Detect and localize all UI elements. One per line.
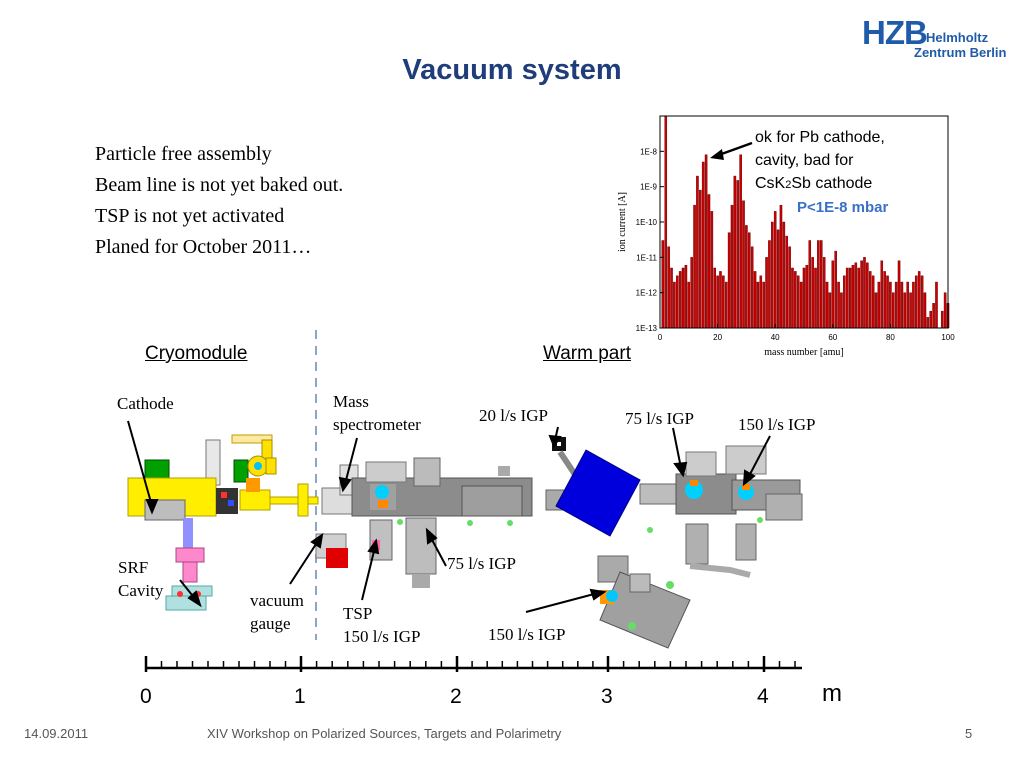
logo-line1: Helmholtz <box>926 30 989 45</box>
chart-x-tick-label: 0 <box>658 333 663 342</box>
ruler-label: 0 <box>140 685 152 708</box>
ruler-label: 3 <box>601 685 613 708</box>
label-line: Cavity <box>118 581 164 600</box>
chart-x-tick-label: 60 <box>828 333 837 342</box>
footer-date: 14.09.2011 <box>24 726 89 741</box>
chart-annotation: ok for Pb cathode, cavity, bad for CsK2S… <box>755 126 885 197</box>
section-cryomodule: Cryomodule <box>145 343 248 364</box>
label-srf-cavity: SRF Cavity <box>118 556 163 602</box>
chart-x-tick-label: 20 <box>713 333 722 342</box>
note-line: Particle free assembly <box>95 143 272 165</box>
label-line: TSP <box>343 604 373 623</box>
page-title: Vacuum system <box>402 54 622 86</box>
chart-x-tick-label: 40 <box>771 333 780 342</box>
logo-line2: Zentrum Berlin <box>914 45 1007 60</box>
label-line: gauge <box>250 614 291 633</box>
chart-xlabel: mass number [amu] <box>764 347 843 358</box>
section-warm-part: Warm part <box>543 343 631 364</box>
label-line: 150 l/s IGP <box>343 627 421 646</box>
chart-arrow-head <box>710 149 724 160</box>
label-line: spectrometer <box>333 415 421 434</box>
status-notes: Particle free assembly Beam line is not … <box>95 139 343 263</box>
label-line: Mass <box>333 392 369 411</box>
chart-x-tick-label: 80 <box>886 333 895 342</box>
label-igp-75-bottom: 75 l/s IGP <box>447 554 516 573</box>
logo-mark: HZB <box>862 14 928 51</box>
note-line: Beam line is not yet baked out. <box>95 174 344 196</box>
label-tsp: TSP 150 l/s IGP <box>343 602 420 648</box>
chart-y-tick-label: 1E-12 <box>636 289 658 298</box>
footer-event: XIV Workshop on Polarized Sources, Targe… <box>207 726 562 741</box>
chart-y-tick-label: 1E-11 <box>636 253 657 262</box>
ruler-minor-ticks <box>160 661 796 668</box>
annotation-line: CsK2Sb cathode <box>755 172 885 197</box>
chart-axes: 0 20 40 60 80 100 1E-13 1E-12 1E-11 1E-10 1E-9 1E-8 <box>636 147 956 342</box>
label-vacuum-gauge: vacuum gauge <box>250 589 304 635</box>
chart-y-tick-label: 1E-9 <box>640 183 657 192</box>
annotation-line: cavity, bad for <box>755 152 854 169</box>
annotation-line: ok for Pb cathode, <box>755 129 885 146</box>
pressure-label: P<1E-8 mbar <box>797 199 889 216</box>
ruler-label: 2 <box>450 685 462 708</box>
label-mass-spectrometer: Mass spectrometer <box>333 390 421 436</box>
chart-y-tick-label: 1E-10 <box>636 218 658 227</box>
label-igp-20: 20 l/s IGP <box>479 406 548 425</box>
label-arrows <box>127 420 771 613</box>
ruler-label: 1 <box>294 685 306 708</box>
chart-y-tick-label: 1E-8 <box>640 147 657 156</box>
ruler-unit: m <box>822 680 842 707</box>
scale-ruler <box>144 656 802 672</box>
label-line: SRF <box>118 558 149 577</box>
chart-x-tick-label: 100 <box>941 333 955 342</box>
label-igp-150-top: 150 l/s IGP <box>738 415 816 434</box>
annotation-text: CsK <box>755 175 786 192</box>
chart-y-tick-label: 1E-13 <box>636 324 658 333</box>
hzb-logo: HZB Helmholtz Zentrum Berlin <box>862 14 1006 64</box>
label-igp-75-top: 75 l/s IGP <box>625 409 694 428</box>
note-line: TSP is not yet activated <box>95 205 285 227</box>
label-line: vacuum <box>250 591 304 610</box>
mass-spectrum-chart: 0 20 40 60 80 100 1E-13 1E-12 1E-11 1E-10 1E-9 1E-8… <box>617 115 956 358</box>
warm-part-drawing <box>315 437 803 649</box>
chart-bars <box>661 115 950 329</box>
ruler-label: 4 <box>757 685 769 708</box>
annotation-subscript: 2 <box>785 179 792 191</box>
chart-ylabel: ion current [A] <box>617 192 628 252</box>
footer-page-number: 5 <box>965 726 973 741</box>
label-cathode: Cathode <box>117 394 174 413</box>
label-igp-150-bottom: 150 l/s IGP <box>488 625 566 644</box>
annotation-text: Sb cathode <box>791 175 873 192</box>
note-line: Planed for October 2011… <box>95 236 312 258</box>
